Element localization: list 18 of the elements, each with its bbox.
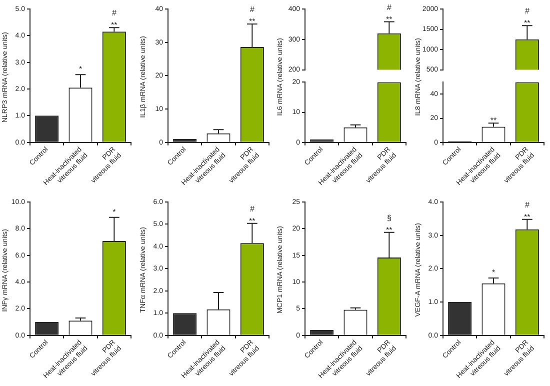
annotation: ** [490, 116, 496, 126]
annotation: ** [248, 17, 255, 26]
annotation: # [524, 6, 530, 16]
annotation: ** [248, 216, 255, 226]
annotation: # [112, 8, 117, 18]
annotation: ** [524, 212, 530, 222]
annotation: * [491, 268, 495, 278]
annotation: # [249, 204, 254, 214]
annotation: # [386, 2, 392, 12]
annotation: # [524, 200, 530, 210]
annotation: ** [524, 18, 530, 28]
annotation: # [249, 5, 254, 14]
annotation: * [78, 64, 82, 74]
annotation: ** [386, 225, 392, 234]
annotation: § [386, 213, 392, 222]
annotation: ** [386, 14, 392, 24]
annotation: ** [111, 20, 118, 30]
annotation: * [112, 207, 116, 216]
